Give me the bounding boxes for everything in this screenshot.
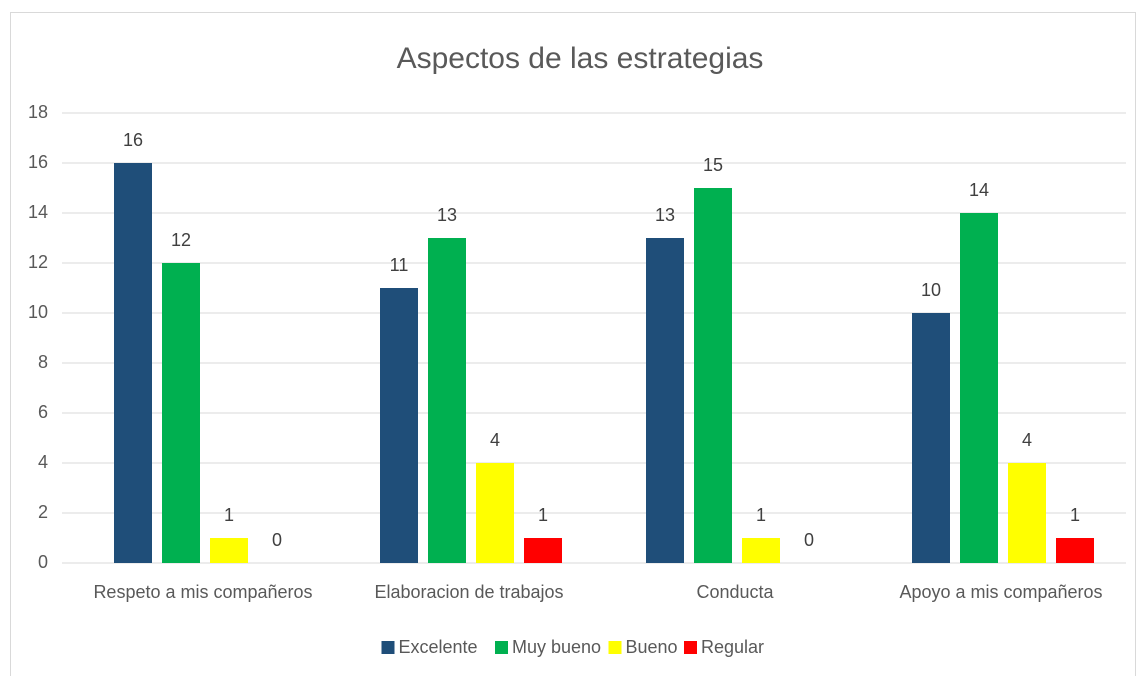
legend-label: Regular bbox=[701, 637, 764, 657]
bar bbox=[524, 538, 562, 563]
data-label: 4 bbox=[1022, 430, 1032, 450]
y-tick-label: 6 bbox=[38, 402, 48, 422]
legend-swatch bbox=[608, 641, 622, 654]
x-tick-label: Apoyo a mis compañeros bbox=[899, 582, 1102, 602]
chart-title: Aspectos de las estrategias bbox=[397, 42, 764, 75]
bar bbox=[646, 238, 684, 563]
data-label: 10 bbox=[921, 280, 941, 300]
legend-label: Muy bueno bbox=[512, 637, 601, 657]
data-label: 1 bbox=[1070, 505, 1080, 525]
bar bbox=[1008, 463, 1046, 563]
legend-label: Bueno bbox=[626, 637, 678, 657]
y-tick-label: 16 bbox=[28, 152, 48, 172]
y-tick-label: 10 bbox=[28, 302, 48, 322]
data-label: 0 bbox=[272, 530, 282, 550]
data-label: 13 bbox=[655, 205, 675, 225]
y-tick-label: 2 bbox=[38, 502, 48, 522]
data-label: 4 bbox=[490, 430, 500, 450]
data-label: 16 bbox=[123, 130, 143, 150]
data-label: 0 bbox=[804, 530, 814, 550]
y-tick-label: 12 bbox=[28, 252, 48, 272]
legend-swatch bbox=[684, 641, 697, 654]
y-tick-label: 14 bbox=[28, 202, 48, 222]
x-tick-label: Conducta bbox=[696, 582, 774, 602]
data-label: 14 bbox=[969, 180, 989, 200]
y-tick-label: 4 bbox=[38, 452, 48, 472]
data-label: 11 bbox=[390, 255, 409, 275]
data-label: 12 bbox=[171, 230, 191, 250]
bar bbox=[960, 213, 998, 563]
y-tick-label: 8 bbox=[38, 352, 48, 372]
bar bbox=[694, 188, 732, 563]
data-label: 13 bbox=[437, 205, 457, 225]
bar bbox=[210, 538, 248, 563]
x-tick-label: Respeto a mis compañeros bbox=[93, 582, 312, 602]
data-label: 1 bbox=[224, 505, 234, 525]
y-tick-label: 0 bbox=[38, 552, 48, 572]
x-tick-label: Elaboracion de trabajos bbox=[374, 582, 563, 602]
bar bbox=[380, 288, 418, 563]
bar bbox=[114, 163, 152, 563]
bar bbox=[162, 263, 200, 563]
data-label: 1 bbox=[756, 505, 766, 525]
legend-swatch bbox=[381, 641, 395, 654]
legend-swatch bbox=[495, 641, 508, 654]
bar bbox=[912, 313, 950, 563]
y-tick-label: 18 bbox=[28, 102, 48, 122]
bar bbox=[428, 238, 466, 563]
bar bbox=[476, 463, 514, 563]
legend-label: Excelente bbox=[399, 637, 478, 657]
bar bbox=[742, 538, 780, 563]
bar bbox=[1056, 538, 1094, 563]
data-label: 1 bbox=[538, 505, 548, 525]
data-label: 15 bbox=[703, 155, 723, 175]
